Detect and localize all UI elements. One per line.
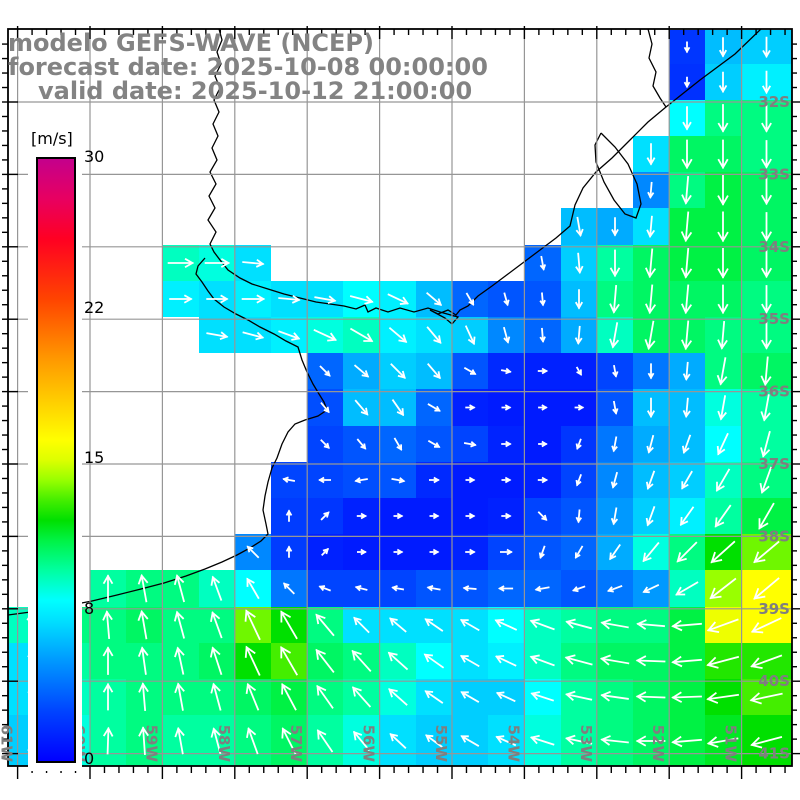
svg-text:38S: 38S <box>758 527 790 545</box>
svg-text:56W: 56W <box>360 725 378 763</box>
axis-labels: 32S33S34S35S36S37S38S39S40S41S61W60W59W5… <box>0 93 790 763</box>
svg-text:32S: 32S <box>758 93 790 111</box>
svg-text:61W: 61W <box>0 725 16 763</box>
svg-text:54W: 54W <box>504 725 522 763</box>
colorbar-unit-label: [m/s] <box>31 129 73 148</box>
svg-text:35S: 35S <box>758 310 790 328</box>
colorbar-tick-label: 8 <box>84 598 95 618</box>
svg-text:55W: 55W <box>432 725 450 763</box>
colorbar-gradient <box>36 157 76 763</box>
svg-text:59W: 59W <box>142 725 160 763</box>
svg-text:40S: 40S <box>758 672 790 690</box>
svg-text:52W: 52W <box>649 725 667 763</box>
svg-text:58W: 58W <box>215 725 233 763</box>
svg-text:57W: 57W <box>287 725 305 763</box>
colorbar-tick-label: 30 <box>84 147 105 166</box>
svg-text:36S: 36S <box>758 383 790 401</box>
axis-ticks <box>2 26 800 779</box>
map-frame <box>7 28 793 767</box>
colorbar-tick-label: 22 <box>84 297 105 317</box>
svg-text:34S: 34S <box>758 238 790 256</box>
colorbar-tick-label: 15 <box>84 448 105 467</box>
plot-title-valid-date: valid date: 2025-10-12 21:00:00 <box>38 77 473 105</box>
wave-height-cells <box>8 30 792 766</box>
svg-text:37S: 37S <box>758 455 790 473</box>
plot-title-model: modelo GEFS-WAVE (NCEP) <box>8 29 374 57</box>
svg-text:41S: 41S <box>758 745 790 763</box>
graticule-grid <box>8 29 792 766</box>
svg-text:53W: 53W <box>577 725 595 763</box>
colorbar-tick-label: 0 <box>84 749 95 768</box>
svg-text:51W: 51W <box>722 725 740 763</box>
plot-title-forecast-date: forecast date: 2025-10-08 00:00:00 <box>8 53 488 81</box>
coastline <box>8 29 762 616</box>
svg-text:39S: 39S <box>758 600 790 618</box>
svg-text:33S: 33S <box>758 165 790 183</box>
